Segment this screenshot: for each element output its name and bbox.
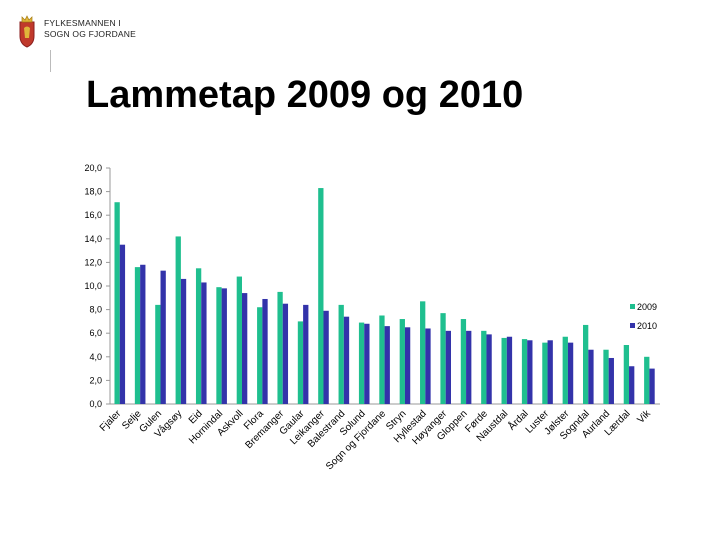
bar-2009-25 [623, 345, 630, 404]
legend: 2009 2010 [630, 302, 657, 331]
bar-2010-25 [629, 366, 635, 404]
bar-2010-16 [445, 330, 451, 404]
y-tick-label: 14,0 [84, 234, 102, 244]
bar-2010-5 [221, 288, 227, 404]
bar-2009-18 [481, 330, 487, 404]
bar-2010-8 [282, 303, 289, 404]
bar-2009-0 [114, 202, 120, 404]
bar-2009-23 [583, 324, 589, 404]
bar-2010-19 [506, 336, 513, 404]
chart-bars [114, 188, 655, 404]
y-tick-label: 4,0 [89, 352, 102, 362]
bar-2009-3 [175, 236, 181, 404]
bar-2010-26 [649, 368, 655, 404]
bar-2009-21 [542, 342, 548, 404]
bar-2010-7 [262, 298, 268, 404]
bar-2010-13 [384, 326, 390, 404]
bar-2009-5 [216, 287, 222, 404]
category-label: Fjaler [98, 408, 124, 434]
bar-2009-7 [257, 307, 263, 404]
bar-2010-20 [527, 340, 533, 404]
y-tick-label: 20,0 [84, 163, 102, 173]
header: FYLKESMANNEN I SOGN OG FJORDANE [16, 14, 136, 48]
organization-name: FYLKESMANNEN I SOGN OG FJORDANE [44, 18, 136, 40]
bar-2010-23 [588, 349, 594, 404]
bar-2010-24 [608, 357, 614, 404]
bar-2010-17 [466, 330, 472, 404]
bar-2009-17 [460, 319, 467, 404]
legend-label-2010: 2010 [637, 321, 657, 331]
y-tick-label: 6,0 [89, 328, 102, 338]
bar-2010-22 [567, 342, 574, 404]
coat-of-arms-icon [19, 15, 35, 48]
bar-2009-22 [562, 336, 568, 404]
bar-2009-1 [134, 267, 141, 404]
bar-2010-21 [547, 340, 553, 404]
bar-2010-1 [140, 264, 146, 404]
bar-2010-10 [323, 310, 329, 404]
bar-2010-4 [201, 282, 207, 404]
bar-2009-20 [521, 339, 528, 404]
legend-swatch-2010 [630, 323, 635, 328]
bar-2010-6 [242, 293, 248, 404]
category-label: Vik [635, 408, 653, 426]
bar-2010-2 [160, 270, 166, 404]
bar-2010-0 [119, 244, 126, 404]
chart-title: Lammetap 2009 og 2010 [86, 74, 524, 116]
bar-2010-3 [180, 278, 187, 404]
bar-2009-10 [318, 188, 324, 404]
bar-2010-14 [404, 327, 411, 404]
y-tick-label: 2,0 [89, 375, 102, 385]
bar-2010-12 [364, 323, 370, 404]
y-tick-label: 0,0 [89, 399, 102, 409]
legend-label-2009: 2009 [637, 302, 657, 312]
bar-2009-11 [338, 304, 344, 404]
org-line-2: SOGN OG FJORDANE [44, 29, 136, 39]
y-tick-label: 8,0 [89, 305, 102, 315]
bar-2009-4 [195, 268, 202, 404]
bar-2009-16 [440, 313, 446, 404]
y-tick-label: 16,0 [84, 210, 102, 220]
bar-2010-11 [343, 316, 350, 404]
bar-2009-2 [155, 304, 161, 404]
bar-2010-15 [425, 328, 431, 404]
y-tick-label: 12,0 [84, 257, 102, 267]
bar-2010-18 [486, 334, 492, 404]
bar-2009-12 [358, 322, 365, 404]
bar-2009-8 [277, 291, 283, 404]
bar-2010-9 [303, 304, 309, 404]
org-line-1: FYLKESMANNEN I [44, 18, 121, 28]
y-tick-label: 10,0 [84, 281, 102, 291]
bar-2009-9 [297, 321, 304, 404]
bar-2009-24 [603, 349, 609, 404]
bar-2009-6 [236, 276, 242, 404]
y-tick-label: 18,0 [84, 187, 102, 197]
legend-swatch-2009 [630, 304, 635, 309]
bar-2009-15 [420, 301, 426, 404]
bar-2009-26 [644, 356, 650, 404]
bar-2009-19 [501, 337, 507, 404]
bar-2009-14 [399, 319, 405, 404]
chart-axes: 0,0 2,0 4,0 6,0 8,0 10,0 12,0 14,0 16,0 18,0 20,0 [84, 163, 660, 409]
divider [50, 50, 51, 72]
bar-2009-13 [379, 315, 385, 404]
